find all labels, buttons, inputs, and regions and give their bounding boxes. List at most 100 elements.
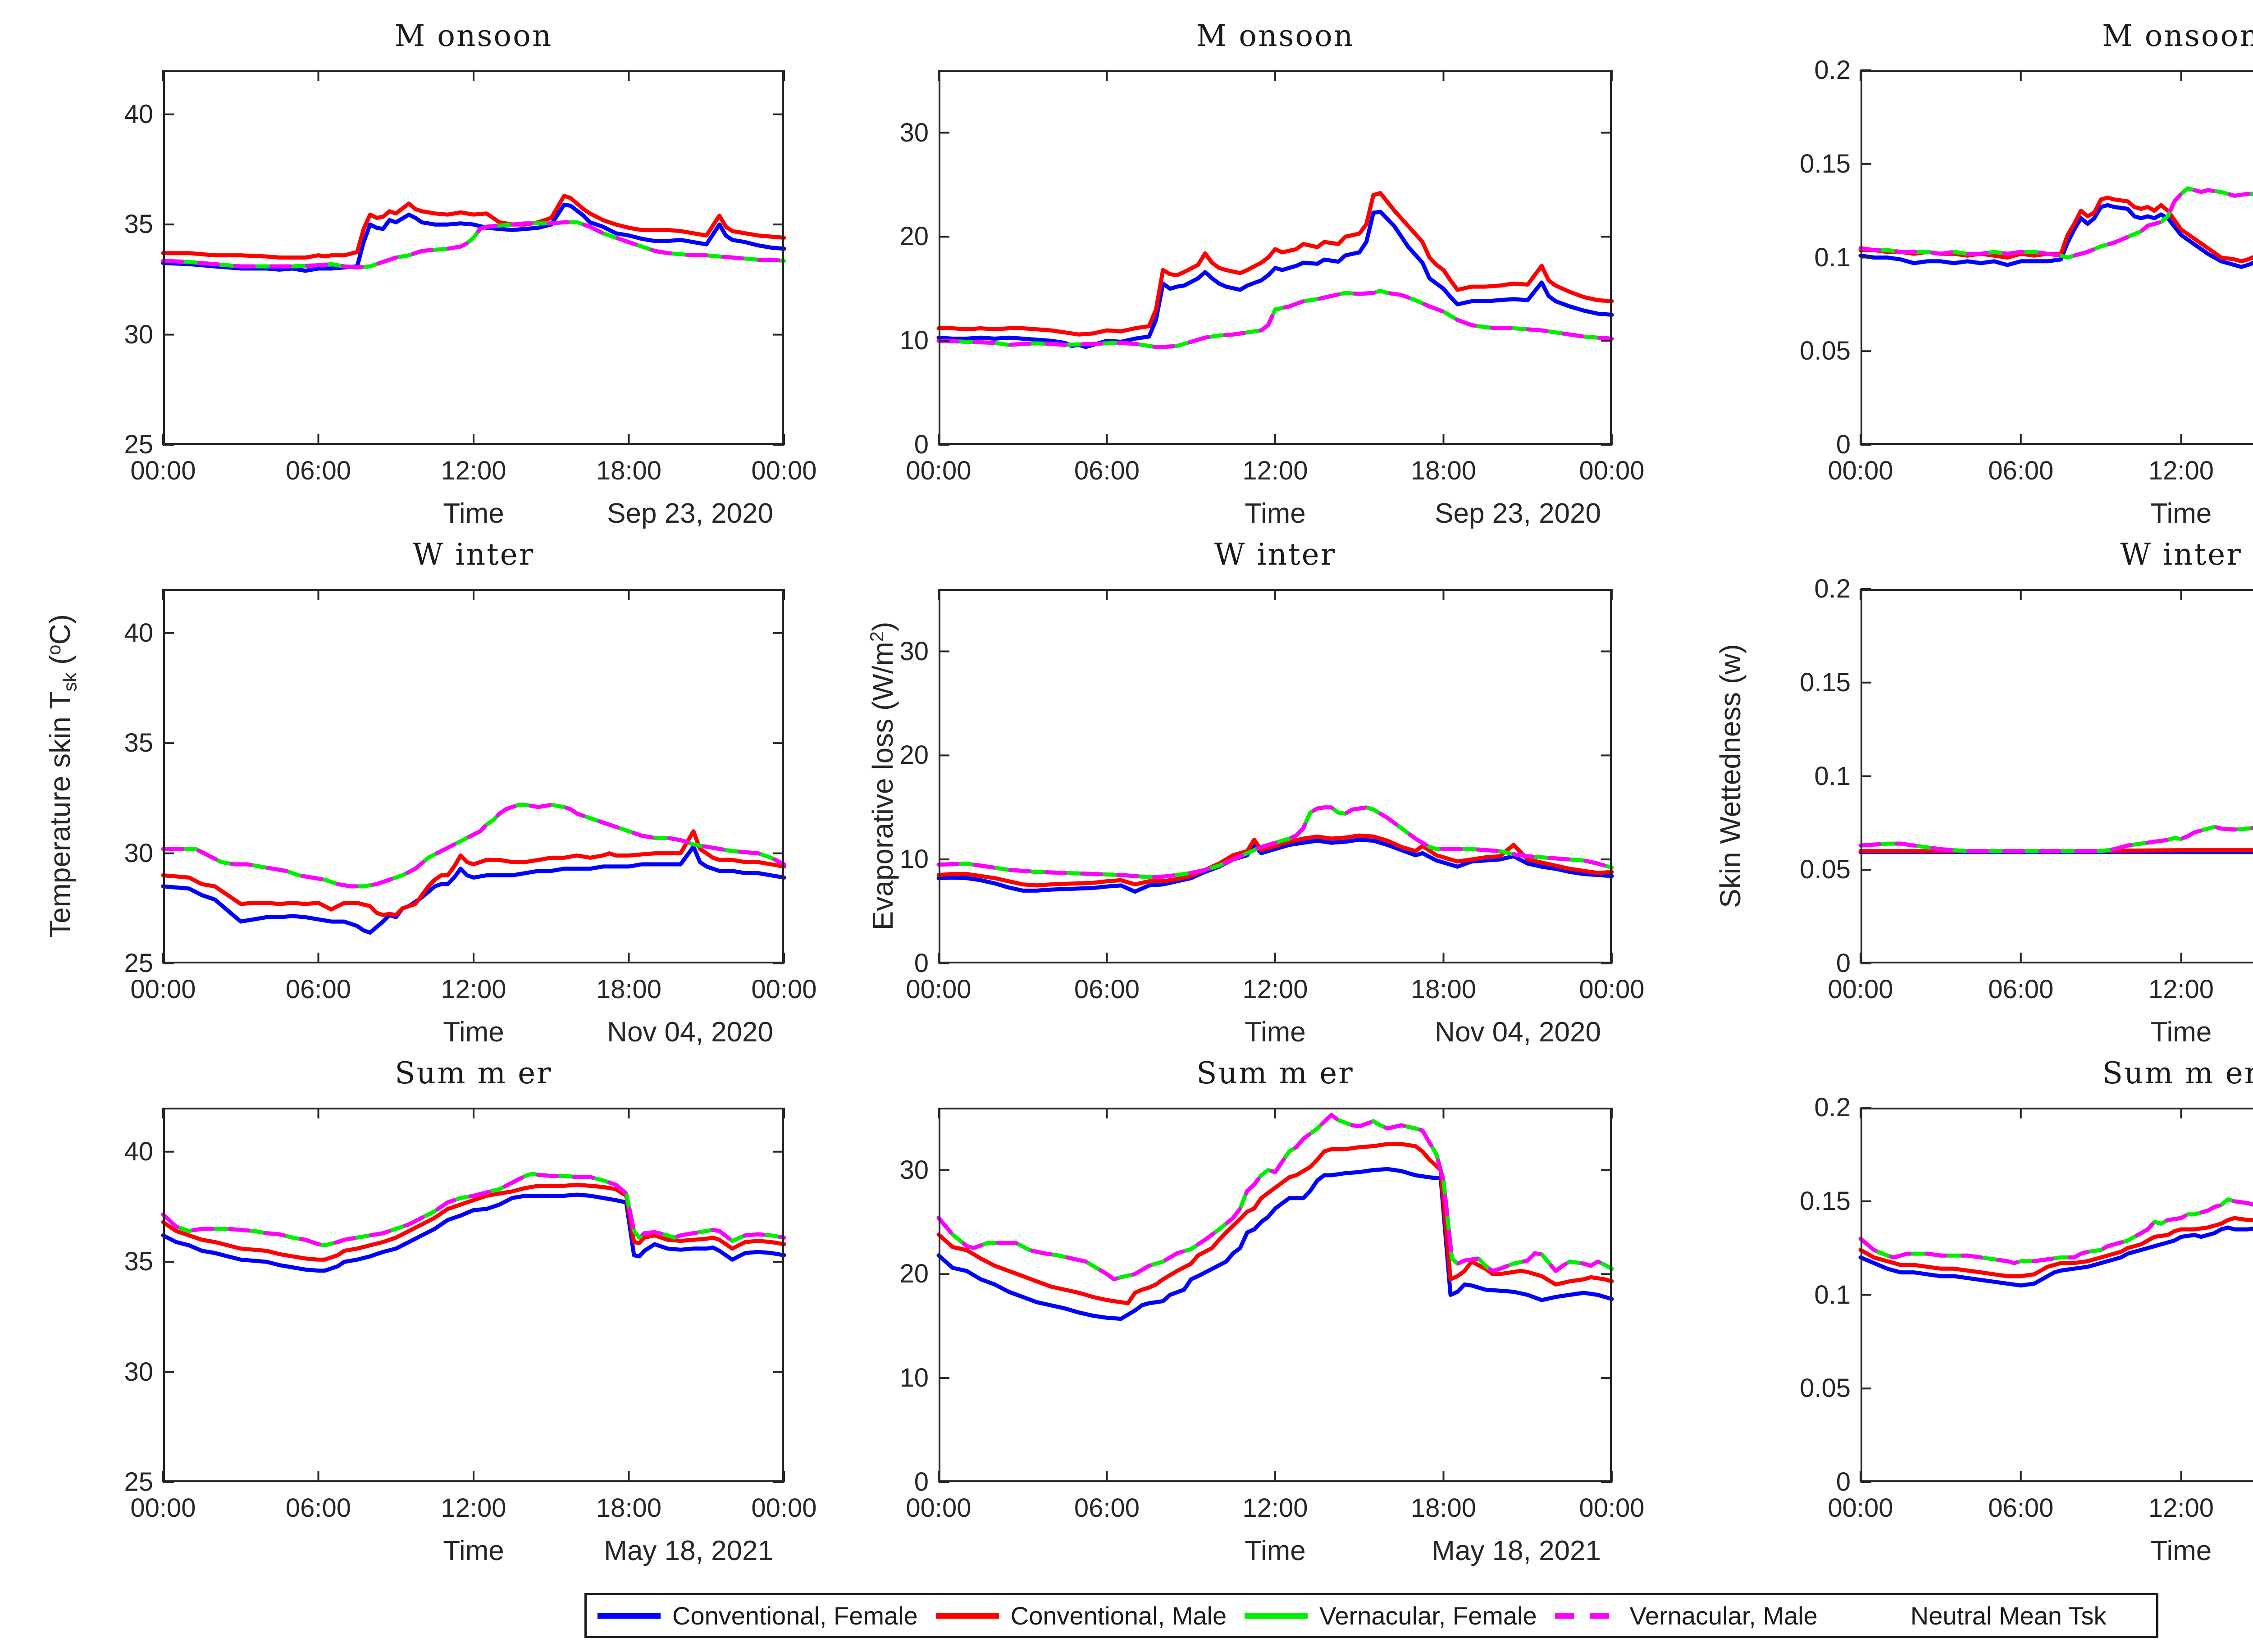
legend-item-vernacular-male: Vernacular, Male (1555, 1601, 1818, 1630)
series-conventional-male (936, 1142, 1614, 1305)
axis-date-label: May 18, 2021 (1432, 1535, 1601, 1566)
legend-item-conventional-female: Conventional, Female (597, 1601, 918, 1630)
y-tick-label: 0.15 (1800, 667, 1851, 697)
series-vernacular-male (936, 1113, 1614, 1282)
x-tick-label: 00:00 (1828, 456, 1893, 485)
x-tick-label: 00:00 (906, 456, 971, 485)
x-tick-label: 12:00 (2148, 1493, 2214, 1523)
chart-winter-skin-wettedness: W inter Time Nov 04, 2020 00:00 06:00 12:0… (1800, 537, 2253, 1048)
y-tick-label: 30 (124, 319, 153, 349)
y-tick-label: 20 (899, 222, 929, 251)
y-tick-label: 0.05 (1800, 855, 1851, 885)
y-tick-label: 0 (914, 949, 929, 978)
x-axis-label: Time (2150, 1535, 2212, 1566)
axis-box (1861, 589, 2253, 963)
legend-line-swatch-blank (1836, 1613, 1899, 1619)
axis-date-label: Nov 04, 2020 (2148, 1017, 2253, 1048)
x-tick-label: 00:00 (1579, 975, 1645, 1004)
y-tick-label: 0.15 (1800, 149, 1851, 178)
x-tick-label: 00:00 (130, 1493, 196, 1523)
y-tick-label: 25 (124, 1467, 153, 1497)
axis-box (1861, 1108, 2253, 1482)
y-tick-label: 0.05 (1800, 336, 1851, 366)
x-tick-label: 12:00 (1242, 1493, 1308, 1523)
x-tick-label: 00:00 (130, 975, 196, 1004)
chart-title: W inter (2120, 537, 2242, 572)
x-tick-label: 06:00 (285, 975, 351, 1004)
y-tick-label: 10 (899, 1363, 929, 1393)
x-tick-label: 12:00 (1242, 456, 1308, 485)
series-conventional-male (161, 1182, 786, 1262)
y-tick-label: 30 (899, 118, 929, 147)
series-vernacular-male (936, 288, 1614, 349)
legend-line-swatch-red (935, 1612, 999, 1619)
series-vernacular-male (1858, 1197, 2253, 1265)
x-tick-label: 06:00 (1988, 456, 2054, 485)
x-tick-label: 06:00 (1988, 975, 2054, 1004)
series-conventional-female (1858, 203, 2253, 269)
series-conventional-female (161, 844, 786, 935)
y-tick-label: 0 (914, 430, 929, 459)
axis-box (163, 1108, 784, 1482)
axis-date-label: May 18, 2021 (604, 1535, 773, 1566)
series-vernacular-male (161, 803, 786, 889)
series-vernacular-female (1858, 825, 2253, 853)
x-tick-label: 06:00 (285, 456, 351, 485)
x-tick-label: 12:00 (2148, 975, 2214, 1004)
x-tick-label: 06:00 (1074, 456, 1140, 485)
axis-box (939, 70, 1612, 445)
series-conventional-female (161, 1192, 786, 1273)
axis-box (1861, 70, 2253, 445)
series-conventional-male (161, 194, 786, 260)
y-tick-label: 0.2 (1814, 1093, 1851, 1122)
y-tick-label: 35 (124, 210, 153, 239)
x-axis-label: Time (1245, 498, 1306, 529)
plot-area (936, 1108, 1614, 1483)
y-tick-label: 0.05 (1800, 1374, 1851, 1403)
x-tick-label: 18:00 (596, 975, 662, 1004)
y-tick-label: 0.15 (1800, 1186, 1851, 1216)
series-conventional-male (936, 191, 1614, 337)
x-tick-label: 18:00 (596, 456, 662, 485)
series-vernacular-female (936, 1113, 1614, 1282)
series-conventional-male (936, 833, 1614, 888)
y-tick-label: 0.1 (1814, 761, 1851, 791)
x-tick-label: 06:00 (285, 1493, 351, 1523)
x-tick-label: 12:00 (441, 1493, 506, 1523)
x-axis-label: Time (1245, 1535, 1306, 1566)
y-tick-label: 25 (124, 949, 153, 978)
plot-area (1858, 69, 2253, 446)
x-tick-label: 12:00 (441, 975, 506, 1004)
chart-summer-temperature: Sum m er Time May 18, 2021 00:00 06:00 12:… (124, 1056, 816, 1566)
axis-date-label: Nov 04, 2020 (1435, 1017, 1601, 1048)
series-vernacular-male (161, 1172, 786, 1247)
chart-winter-evaporative-loss: W inter Time Nov 04, 2020 00:00 06:00 12:0… (899, 537, 1644, 1048)
y-axis-label-temperature: Temperature skin Tsk (oC) (43, 614, 81, 938)
y-tick-label: 40 (124, 99, 153, 129)
y-tick-label: 20 (899, 740, 929, 770)
y-tick-label: 0 (1836, 949, 1851, 978)
series-vernacular-female (161, 220, 786, 269)
series-vernacular-female (161, 803, 786, 889)
y-tick-label: 30 (124, 838, 153, 868)
chart-title: M onsoon (394, 18, 553, 53)
legend-line-swatch-magenta-dashed (1555, 1612, 1618, 1619)
axis-box (939, 1108, 1612, 1482)
plot-area (936, 70, 1614, 446)
x-tick-label: 00:00 (751, 456, 817, 485)
x-tick-label: 06:00 (1074, 975, 1140, 1004)
chart-summer-skin-wettedness: Sum m er Time May 18, 2021 00:00 06:00 12:… (1800, 1056, 2253, 1566)
legend-line-swatch-green (1245, 1612, 1308, 1619)
chart-summer-evaporative-loss: Sum m er Time May 18, 2021 00:00 06:00 12:… (899, 1056, 1644, 1566)
y-tick-label: 10 (899, 326, 929, 356)
x-tick-label: 06:00 (1988, 1493, 2054, 1523)
legend: Conventional, Female Conventional, Male … (584, 1593, 2158, 1638)
series-conventional-male (161, 829, 786, 917)
y-axis-label-skin-wettedness: Skin Wettedness (w) (1714, 644, 1747, 908)
x-axis-label: Time (2150, 1017, 2212, 1048)
axis-date-label: Sep 23, 2020 (1435, 498, 1601, 529)
y-tick-label: 0 (914, 1467, 929, 1497)
plot-area (936, 589, 1614, 964)
x-tick-label: 00:00 (751, 975, 817, 1004)
